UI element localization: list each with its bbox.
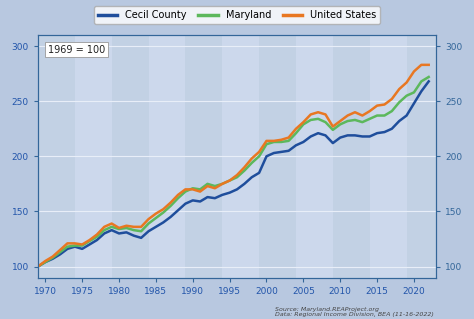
United States	[426, 63, 431, 67]
Bar	[222, 35, 259, 278]
Bar	[38, 35, 75, 278]
Maryland	[301, 122, 306, 126]
Bar	[112, 35, 148, 278]
United States	[301, 120, 306, 124]
Line: Maryland: Maryland	[38, 77, 428, 266]
United States	[264, 139, 269, 143]
United States	[35, 264, 41, 268]
Text: Source: Maryland.REAProject.org
Data: Regional Income Division, BEA (11-16-2022): Source: Maryland.REAProject.org Data: Re…	[275, 307, 434, 317]
Maryland	[271, 140, 277, 144]
United States	[249, 157, 255, 160]
Cecil County	[249, 175, 255, 179]
Bar	[75, 35, 112, 278]
Bar	[370, 35, 407, 278]
Bar	[148, 35, 185, 278]
Cecil County	[426, 79, 431, 83]
Maryland	[182, 190, 188, 194]
Bar	[259, 35, 296, 278]
Maryland	[264, 142, 269, 146]
Bar	[185, 35, 222, 278]
United States	[271, 139, 277, 143]
Cecil County	[101, 232, 107, 235]
Bar	[296, 35, 333, 278]
Cecil County	[301, 140, 306, 144]
Line: Cecil County: Cecil County	[38, 81, 428, 266]
Cecil County	[35, 264, 41, 268]
Maryland	[35, 264, 41, 268]
United States	[419, 63, 424, 67]
Cecil County	[182, 202, 188, 206]
Maryland	[101, 228, 107, 232]
Legend: Cecil County, Maryland, United States: Cecil County, Maryland, United States	[94, 6, 380, 24]
Text: 1969 = 100: 1969 = 100	[48, 45, 105, 55]
Bar	[407, 35, 436, 278]
Maryland	[426, 75, 431, 79]
Line: United States: United States	[38, 65, 428, 266]
Cecil County	[264, 154, 269, 158]
United States	[182, 188, 188, 191]
Maryland	[249, 161, 255, 165]
Cecil County	[271, 151, 277, 155]
Bar	[333, 35, 370, 278]
United States	[101, 225, 107, 229]
